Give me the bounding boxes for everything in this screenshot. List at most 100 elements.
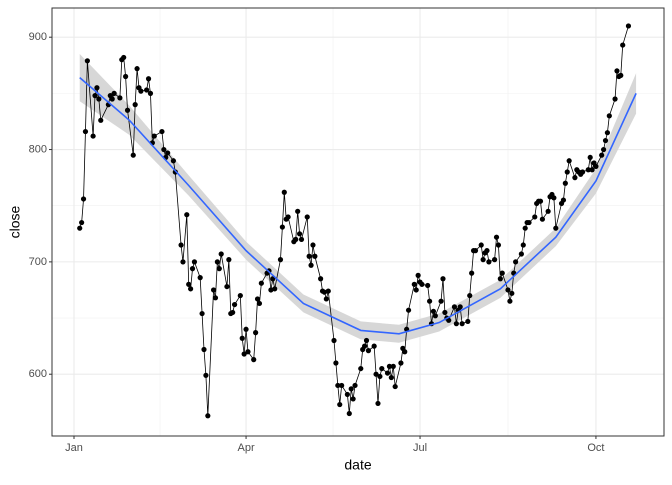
price-point: [427, 298, 433, 304]
price-point: [402, 349, 408, 355]
price-point: [90, 133, 96, 139]
price-point: [82, 128, 89, 135]
price-point: [620, 42, 626, 48]
price-point: [600, 146, 607, 153]
price-point: [144, 87, 150, 93]
price-point: [545, 208, 551, 214]
price-point: [296, 231, 303, 237]
price-point: [480, 257, 486, 263]
panel-border: [51, 7, 665, 437]
price-point: [186, 281, 192, 287]
price-point: [253, 330, 259, 336]
price-point: [467, 292, 473, 299]
price-point: [453, 321, 459, 327]
price-point: [272, 286, 278, 292]
price-point: [130, 152, 136, 158]
price-point: [373, 371, 379, 377]
price-point: [442, 309, 448, 316]
price-point: [134, 66, 140, 72]
price-point: [618, 72, 624, 79]
price-point: [566, 158, 572, 164]
price-point: [132, 102, 138, 108]
price-point: [306, 253, 312, 259]
price-point: [440, 276, 446, 282]
price-point: [625, 23, 632, 29]
price-point: [214, 259, 220, 265]
price-point: [425, 282, 431, 289]
price-point: [604, 130, 611, 136]
price-point: [310, 242, 316, 248]
price-point: [587, 154, 593, 161]
price-point: [539, 216, 546, 222]
price-point: [614, 68, 620, 74]
price-point: [258, 280, 264, 286]
price-point: [224, 283, 230, 290]
price-point: [346, 410, 352, 417]
price-point: [312, 253, 318, 259]
x-tick-label: Oct: [587, 442, 604, 454]
price-point: [451, 304, 458, 310]
price-point: [562, 180, 568, 186]
price-point: [285, 214, 291, 220]
y-tick-label: 800: [29, 143, 47, 155]
price-point: [390, 363, 396, 369]
price-point: [178, 242, 184, 248]
price-point: [551, 195, 557, 201]
price-point: [484, 248, 490, 254]
price-point: [363, 337, 370, 344]
price-point: [419, 281, 425, 287]
price-point: [430, 308, 437, 314]
price-point: [337, 401, 343, 408]
price-point: [138, 88, 144, 94]
price-point: [241, 351, 247, 357]
price-point: [191, 259, 198, 265]
price-point: [522, 225, 528, 231]
price-point: [493, 234, 500, 240]
price-point: [92, 93, 98, 99]
price-point: [277, 257, 284, 263]
price-point: [358, 365, 364, 372]
price-point: [184, 212, 190, 218]
price-point: [507, 298, 513, 304]
price-point: [199, 310, 205, 317]
price-point: [201, 346, 207, 353]
price-point: [210, 287, 217, 293]
price-point: [77, 225, 83, 231]
price-point: [94, 85, 100, 91]
price-point: [384, 370, 391, 376]
price-point: [405, 307, 412, 313]
price-point: [293, 236, 299, 243]
price-point: [254, 296, 261, 302]
price-point: [612, 96, 618, 102]
price-point: [123, 73, 129, 80]
price-point: [295, 208, 301, 214]
price-point: [98, 117, 104, 123]
price-point: [308, 262, 314, 268]
price-point: [226, 257, 232, 263]
price-point: [495, 242, 502, 248]
price-point: [230, 309, 236, 316]
price-point: [318, 276, 324, 282]
price-point: [497, 276, 503, 282]
price-point: [564, 169, 570, 175]
price-point: [79, 219, 85, 226]
price-point: [180, 259, 186, 265]
price-point: [505, 287, 511, 293]
x-tick-label: Jan: [65, 442, 83, 454]
price-point: [170, 158, 177, 164]
price-point: [216, 266, 222, 272]
price-point: [377, 373, 383, 380]
price-point: [478, 242, 484, 248]
price-point: [80, 196, 87, 202]
price-point: [245, 349, 251, 355]
price-point: [121, 54, 127, 61]
price-point: [111, 90, 117, 96]
price-point: [203, 372, 209, 378]
price-point: [145, 76, 152, 82]
price-point: [365, 348, 372, 354]
price-point: [379, 365, 385, 372]
price-point: [398, 360, 404, 366]
price-point: [472, 248, 479, 254]
